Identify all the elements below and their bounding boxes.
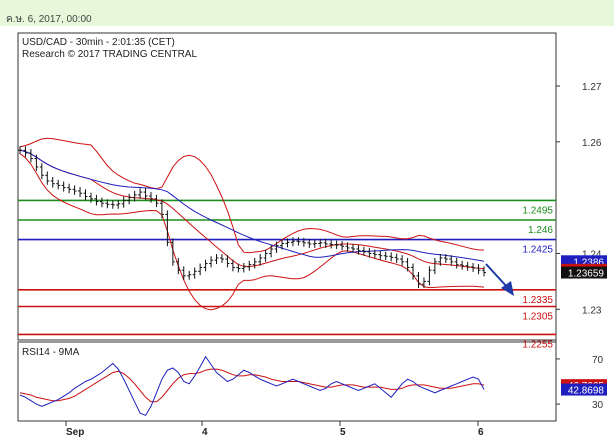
timestamp-label: ค.ษ. 6, 2017, 00:00 bbox=[6, 14, 92, 25]
top-bar: ค.ษ. 6, 2017, 00:00 bbox=[0, 0, 614, 26]
rsi-tag-box bbox=[561, 383, 607, 396]
price-grid: 1.27 1.26 1.24 1.23 bbox=[556, 82, 602, 316]
rsi-plot: 70 30 bbox=[19, 355, 604, 417]
x-tick-label: 6 bbox=[478, 427, 484, 438]
x-tick-label: Sep bbox=[66, 427, 84, 438]
moving-average-line bbox=[19, 149, 485, 262]
rsi-line bbox=[19, 355, 485, 417]
x-tick-label: 5 bbox=[340, 427, 346, 438]
instrument-label: USD/CAD - 30min - 2:01:35 (CET) bbox=[22, 37, 175, 48]
price-tick-label: 1.26 bbox=[582, 138, 602, 149]
price-tag-label: 1.23659 bbox=[568, 269, 605, 280]
middle-band bbox=[19, 149, 485, 270]
price-tick-label: 1.23 bbox=[582, 305, 602, 316]
price-panel-frame bbox=[17, 32, 557, 341]
price-tag-box bbox=[561, 266, 607, 279]
x-axis: Sep 4 5 6 bbox=[65, 421, 484, 438]
rsi-tag-label: 42.8698 bbox=[568, 386, 605, 397]
rsi-tick-label: 70 bbox=[592, 355, 604, 366]
x-tick-label: 4 bbox=[202, 427, 208, 438]
rsi-tags: 46.766542.8698 bbox=[561, 379, 607, 397]
level-label: 1.2305 bbox=[522, 312, 553, 323]
level-label: 1.246 bbox=[528, 225, 553, 236]
price-plot bbox=[18, 137, 486, 311]
price-tick-label: 1.27 bbox=[582, 82, 602, 93]
level-label: 1.2495 bbox=[522, 205, 553, 216]
upper-band bbox=[19, 137, 485, 254]
price-tag-label: 1.2386 bbox=[573, 257, 604, 268]
level-label: 1.2335 bbox=[522, 295, 553, 306]
projection-arrow bbox=[485, 263, 514, 296]
level-label: 1.2255 bbox=[522, 339, 553, 350]
chart-area: 1.27 1.26 1.24 1.23 1.2495 1.246 1.2425 1.2335… bbox=[17, 32, 607, 438]
rsi-tick-label: 30 bbox=[592, 400, 604, 411]
rsi-label: RSI14 - 9MA bbox=[22, 347, 80, 358]
price-tick-label: 1.24 bbox=[582, 249, 602, 260]
level-label: 1.2425 bbox=[522, 245, 553, 256]
lower-band bbox=[19, 153, 485, 311]
research-label: Research © 2017 TRADING CENTRAL bbox=[22, 49, 197, 60]
